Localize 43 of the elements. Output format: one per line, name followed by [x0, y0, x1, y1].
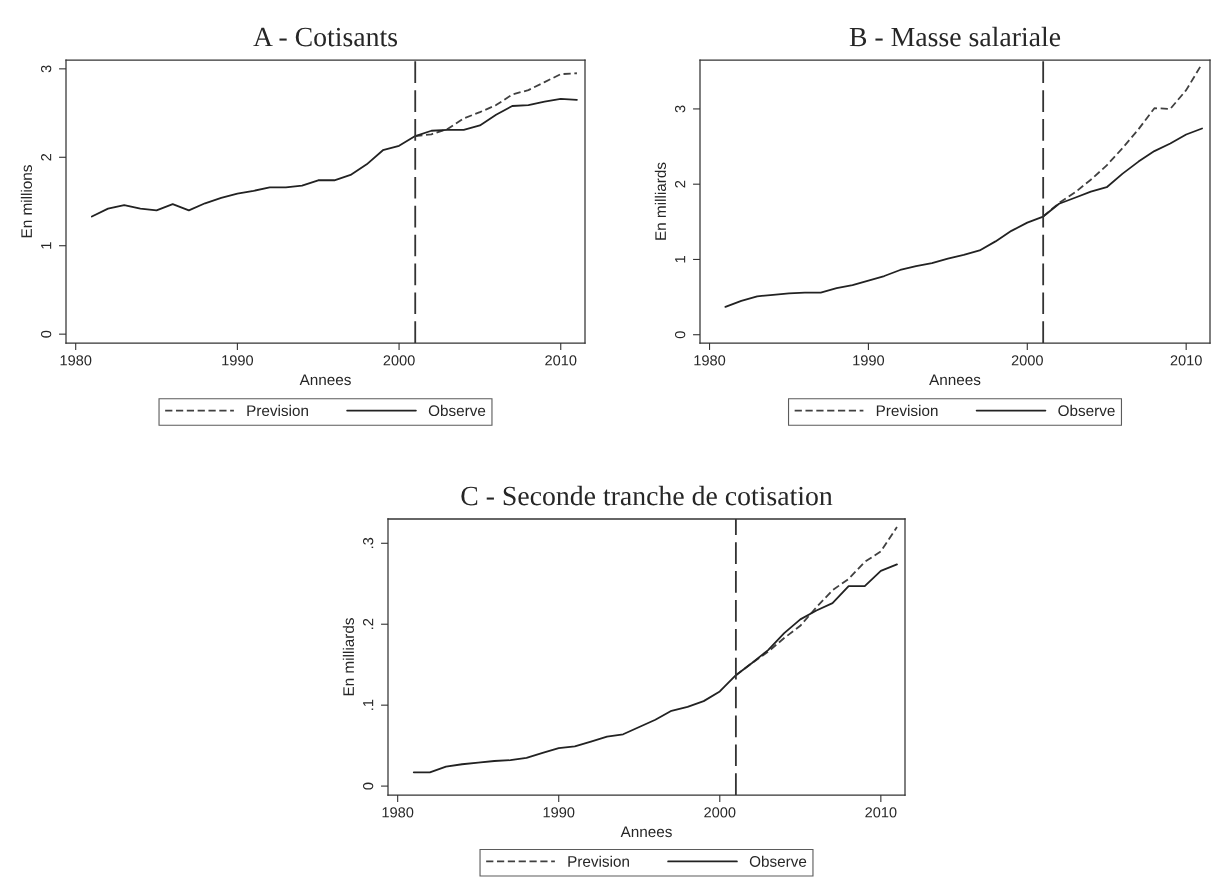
x-axis-title: Annees [929, 374, 981, 386]
x-axis-title: Annees [620, 826, 672, 838]
line-series [90, 98, 578, 218]
legend-label: Observe [749, 855, 807, 867]
chart-title: C - Seconde tranche de cotisation [461, 485, 833, 506]
x-tick-label: 1990 [222, 355, 254, 366]
y-tick-label: 2 [40, 153, 52, 161]
y-tick-label: 3 [40, 65, 52, 73]
y-tick-label: 2 [674, 180, 686, 188]
chart-title: A - Cotisants [253, 27, 398, 47]
x-tick-label: 2010 [1170, 355, 1202, 366]
y-axis-title: En milliards [654, 162, 667, 240]
y-axis-title: En milliards [342, 618, 355, 696]
x-tick-label: 1980 [694, 355, 726, 366]
y-tick-label: 0 [362, 782, 374, 790]
x-tick-label: 2000 [704, 807, 736, 818]
y-tick-label: .3 [362, 537, 374, 549]
legend-label: Observe [1058, 404, 1115, 417]
y-tick-label: 0 [674, 331, 686, 339]
x-tick-label: 1990 [853, 355, 885, 366]
y-tick-label: 0 [40, 330, 52, 338]
x-axis-title: Annees [299, 374, 351, 386]
y-tick-label: 1 [675, 256, 686, 263]
x-tick-label: 1990 [543, 807, 575, 818]
x-tick-label: 1980 [60, 355, 92, 366]
legend-label: Prevision [247, 404, 308, 417]
line-series [412, 563, 898, 774]
line-series [724, 127, 1203, 308]
legend-label: Observe [428, 404, 486, 417]
line-series [414, 72, 578, 137]
y-axis-title: En millions [20, 165, 33, 238]
legend-label: Prevision [876, 404, 938, 417]
x-tick-label: 2000 [1011, 355, 1043, 366]
chart-title: B - Masse salariale [849, 26, 1061, 47]
x-tick-label: 1980 [382, 807, 414, 818]
y-tick-label: 3 [674, 105, 686, 113]
legend-label: Prevision [568, 855, 629, 867]
x-tick-label: 2010 [545, 355, 577, 366]
y-tick-label: .2 [362, 618, 374, 629]
y-tick-label: 1 [41, 242, 52, 249]
x-tick-label: 2010 [865, 807, 897, 818]
y-tick-label: .1 [363, 699, 374, 710]
x-tick-label: 2000 [383, 355, 415, 366]
